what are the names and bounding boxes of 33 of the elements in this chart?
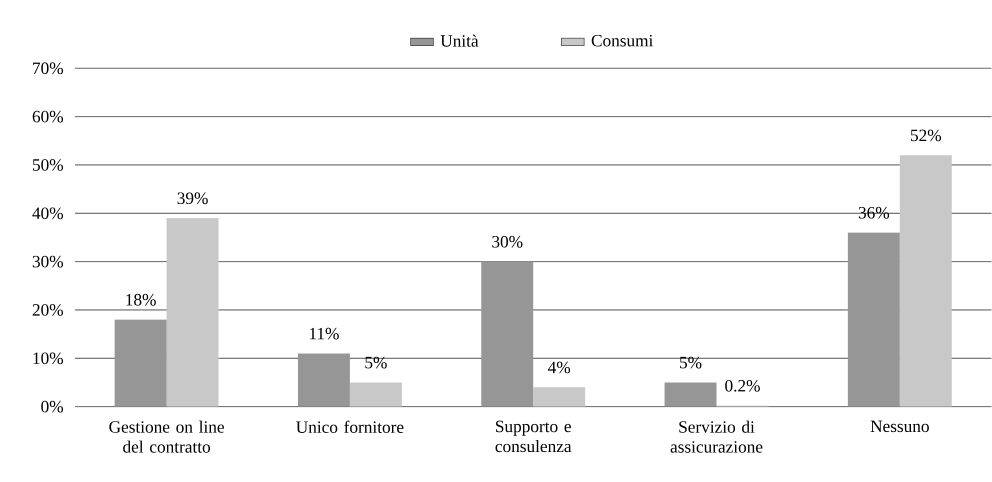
y-tick-label: 10%: [33, 352, 64, 364]
data-label: 30%: [492, 236, 522, 248]
y-tick-label: 0%: [41, 401, 64, 413]
bar: [298, 354, 350, 407]
y-tick-label: 70%: [33, 62, 64, 74]
data-label: 4%: [548, 362, 570, 374]
data-label: 5%: [680, 356, 702, 369]
legend-label: Unità: [440, 34, 478, 47]
y-tick-label: 20%: [32, 304, 64, 316]
bar: [166, 218, 219, 407]
data-label: 5%: [365, 356, 387, 369]
legend-label: Consumi: [592, 35, 654, 47]
data-label: 0.2%: [725, 380, 760, 392]
x-tick-label: Servizio di assicurazione: [670, 420, 762, 453]
x-tick-label: Unico fornitore: [296, 420, 404, 434]
x-tick-label: Nessuno: [870, 420, 929, 432]
bar: [114, 320, 167, 407]
x-tick-label: Supporto e consulenza: [496, 420, 572, 452]
bar: [848, 232, 900, 407]
data-label: 39%: [178, 192, 208, 204]
data-label: 11%: [310, 328, 339, 340]
bar: [900, 155, 952, 407]
y-tick-label: 50%: [32, 159, 64, 172]
bar: [350, 382, 402, 407]
y-tick-label: 30%: [32, 256, 64, 268]
data-label: 18%: [126, 294, 156, 306]
y-tick-label: 60%: [32, 110, 64, 123]
x-tick-label: Gestione on line del contratto: [109, 420, 224, 453]
y-tick-label: 40%: [32, 208, 64, 220]
bar: [664, 382, 717, 407]
data-label: 52%: [910, 130, 942, 142]
bar: [481, 262, 534, 407]
bar: [533, 388, 586, 407]
